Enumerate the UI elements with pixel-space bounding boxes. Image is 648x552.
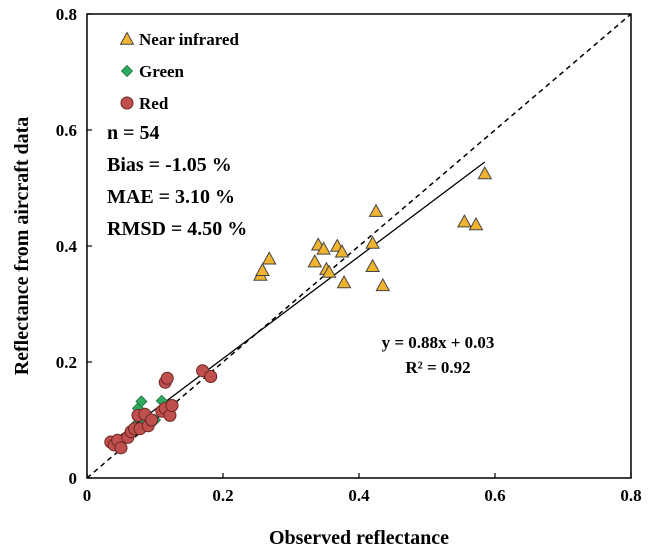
legend-marker-near-infrared — [119, 31, 135, 45]
near-infrared-point — [457, 214, 472, 228]
legend: Near infrared Green Red — [119, 30, 239, 113]
y-tick-label: 0.6 — [56, 121, 77, 140]
near-infrared-point — [307, 254, 323, 268]
y-tick-label: 0.8 — [56, 5, 77, 24]
y-tick-label: 0.4 — [56, 237, 78, 256]
x-tick-label: 0.4 — [348, 486, 370, 505]
near-infrared-point — [368, 203, 384, 217]
near-infrared-point — [321, 264, 337, 278]
red-point — [165, 399, 179, 412]
bias-annotation: Bias = -1.05 % — [107, 154, 232, 176]
near-infrared-point — [375, 277, 391, 292]
regression-line — [110, 161, 486, 444]
one-to-one-line — [86, 13, 632, 479]
r-squared: R² = 0.92 — [405, 358, 470, 377]
legend-label-red: Red — [139, 94, 169, 113]
legend-marker-red — [120, 96, 134, 110]
y-tick-label: 0 — [69, 469, 78, 488]
red-point — [145, 413, 159, 427]
red-point — [204, 370, 218, 383]
n-annotation: n = 54 — [107, 122, 160, 144]
y-axis-label: Reflectance from aircraft data — [11, 117, 33, 376]
near-infrared-point — [477, 165, 493, 180]
near-infrared-point — [336, 275, 352, 289]
stats-annotation: n = 54 Bias = -1.05 % MAE = 3.10 % RMSD … — [107, 122, 247, 240]
legend-label-near-infrared: Near infrared — [139, 30, 239, 49]
y-tick-label: 0.2 — [56, 353, 77, 372]
x-tick-label: 0.2 — [212, 486, 233, 505]
red-point — [114, 441, 128, 455]
rmsd-annotation: RMSD = 4.50 % — [107, 218, 247, 240]
x-tick-label: 0.8 — [620, 486, 641, 505]
near-infrared-point — [316, 241, 331, 255]
legend-label-green: Green — [139, 62, 185, 81]
x-axis-label: Observed reflectance — [269, 527, 449, 549]
near-infrared-point — [468, 217, 484, 231]
legend-marker-green — [120, 64, 134, 78]
fit-equation: y = 0.88x + 0.03 — [382, 333, 495, 352]
near-infrared-point — [365, 258, 380, 272]
red-point — [160, 371, 174, 385]
near-infrared-point — [261, 251, 277, 265]
near-infrared-point — [255, 262, 270, 277]
near-infrared-point — [365, 235, 380, 249]
mae-annotation: MAE = 3.10 % — [107, 186, 235, 208]
x-tick-label: 0.6 — [484, 486, 505, 505]
near-infrared-point — [334, 244, 350, 258]
green-point — [135, 395, 148, 408]
x-tick-label: 0 — [83, 486, 92, 505]
